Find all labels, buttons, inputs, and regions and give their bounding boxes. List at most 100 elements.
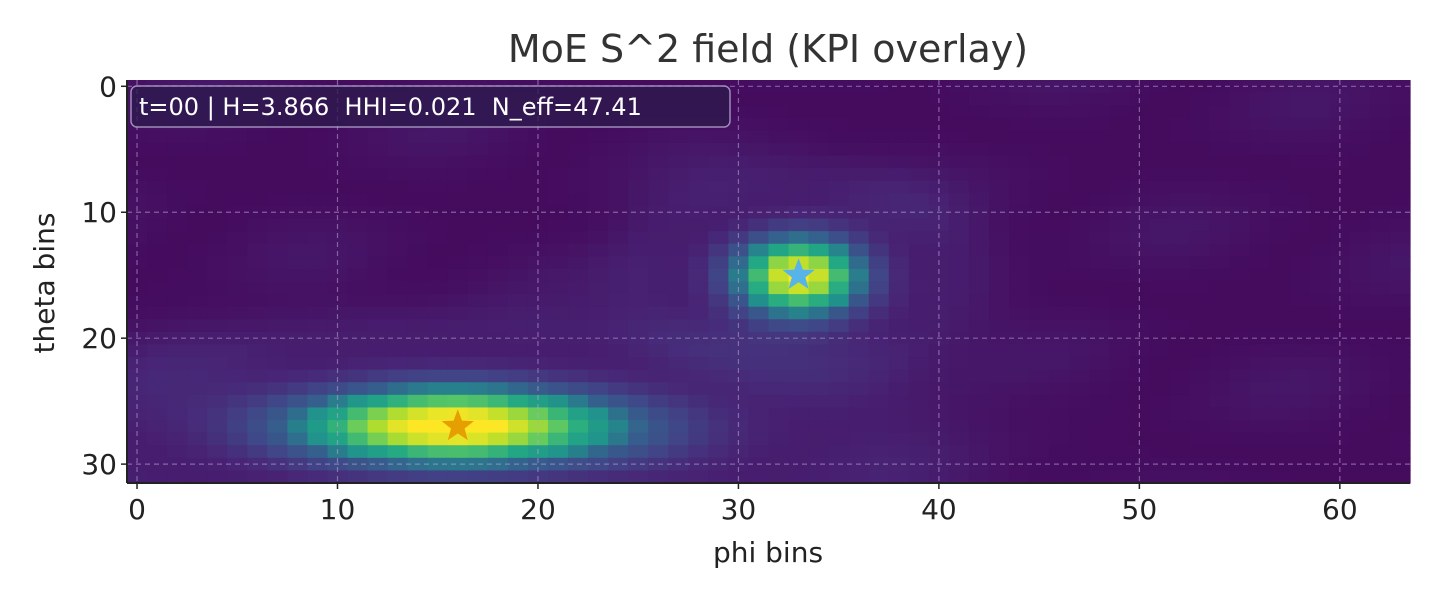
heatmap-cell [1029,180,1050,194]
heatmap-cell [1029,420,1050,434]
heatmap-cell [808,294,830,308]
heatmap-cell [1249,382,1271,396]
heatmap-cell [387,231,409,245]
heatmap-cell [447,394,469,409]
heatmap-cell [788,432,810,446]
heatmap-cell [167,369,188,383]
heatmap-cell [1309,470,1331,484]
heatmap-cell [347,420,369,434]
heatmap-cell [1389,407,1411,421]
heatmap-cell [1149,142,1171,157]
heatmap-cell [868,357,890,371]
heatmap-cell [1109,155,1130,169]
heatmap-cell [868,369,890,383]
heatmap-cell [227,344,248,358]
heatmap-cell [407,470,429,484]
heatmap-cell [968,420,990,434]
heatmap-cell [1229,382,1251,396]
heatmap-cell [748,394,770,409]
heatmap-cell [367,420,389,434]
heatmap-cell [1189,445,1211,459]
heatmap-cell [167,155,188,169]
heatmap-cell [387,193,409,207]
heatmap-cell [507,445,529,459]
heatmap-cell [1169,180,1191,194]
heatmap-cell [147,281,168,295]
heatmap-cell [808,331,830,346]
heatmap-cell [628,168,649,182]
heatmap-cell [1229,193,1251,207]
heatmap-cell [227,369,248,383]
heatmap-cell [888,193,910,207]
heatmap-cell [1289,256,1311,270]
heatmap-cell [467,231,489,245]
heatmap-cell [1029,319,1050,333]
heatmap-cell [307,432,329,446]
heatmap-cell [147,344,168,358]
heatmap-cell [367,357,389,371]
heatmap-cell [948,155,970,169]
heatmap-cell [668,394,689,409]
heatmap-cell [167,193,188,207]
heatmap-cell [868,205,890,220]
heatmap-cell [989,155,1010,169]
heatmap-cell [547,432,569,446]
heatmap-cell [668,256,689,270]
heatmap-cell [1089,281,1110,295]
heatmap-cell [868,470,890,484]
heatmap-cell [507,256,529,270]
heatmap-cell [207,470,228,484]
heatmap-cell [367,432,389,446]
heatmap-cell [247,180,268,194]
heatmap-cell [989,470,1010,484]
heatmap-cell [167,319,188,333]
heatmap-cell [1169,319,1191,333]
heatmap-cell [828,105,850,119]
heatmap-cell [1089,306,1110,320]
heatmap-cell [1189,243,1211,257]
heatmap-cell [668,168,689,182]
heatmap-cell [327,369,349,383]
heatmap-cell [467,407,489,421]
heatmap-cell [307,357,329,371]
heatmap-cell [708,218,730,232]
heatmap-cell [1049,445,1070,459]
heatmap-cell [1109,168,1130,182]
heatmap-cell [1229,80,1251,94]
heatmap-cell [1389,243,1411,257]
heatmap-cell [688,445,709,459]
heatmap-cell [708,180,730,194]
heatmap-cell [147,130,168,144]
heatmap-cell [167,130,188,144]
heatmap-cell [467,369,489,383]
heatmap-cell [1069,268,1090,283]
heatmap-cell [948,117,970,131]
heatmap-cell [848,407,870,421]
heatmap-cell [968,407,990,421]
heatmap-cell [1309,357,1331,371]
heatmap-cell [287,369,309,383]
heatmap-cell [888,432,910,446]
heatmap-cell [1089,407,1110,421]
heatmap-cell [1049,205,1070,220]
heatmap-cell [227,155,248,169]
heatmap-cell [207,130,228,144]
heatmap-cell [267,420,288,434]
heatmap-cell [968,92,990,106]
heatmap-cell [648,130,669,144]
heatmap-cell [848,231,870,245]
heatmap-cell [608,306,629,320]
heatmap-cell [788,168,810,182]
heatmap-cell [1029,218,1050,232]
heatmap-cell [908,382,930,396]
heatmap-cell [808,80,830,94]
heatmap-cell [207,319,228,333]
heatmap-cell [307,130,329,144]
heatmap-cell [908,218,930,232]
heatmap-cell [828,130,850,144]
heatmap-cell [367,180,389,194]
heatmap-cell [167,180,188,194]
heatmap-cell [688,394,709,409]
heatmap-cell [708,130,730,144]
heatmap-cell [187,420,208,434]
